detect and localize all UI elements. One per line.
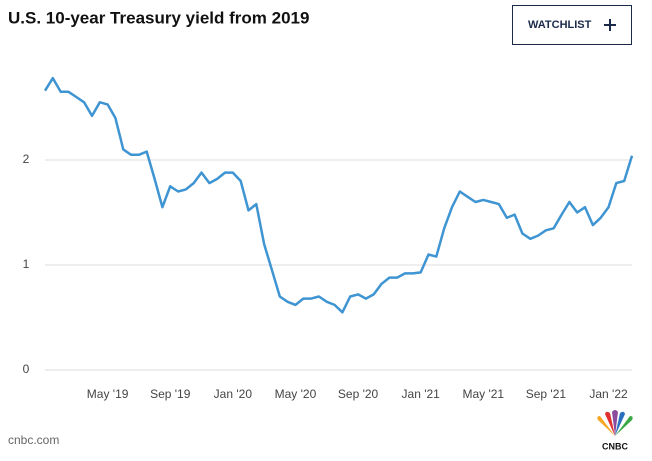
- logo-feather: [615, 411, 625, 436]
- x-tick-label: Sep '19: [150, 387, 191, 401]
- x-tick-label: May '20: [275, 387, 317, 401]
- x-tick-label: May '21: [462, 387, 504, 401]
- button-label[interactable]: WATCHLIST: [528, 19, 592, 31]
- logo-text: CNBC: [602, 441, 628, 451]
- logo-feather: [597, 416, 615, 436]
- source: cnbc.com: [8, 433, 59, 447]
- logo-feather: [615, 416, 633, 436]
- y-tick-label: 1: [23, 257, 30, 271]
- x-tick-label: Jan '22: [589, 387, 628, 401]
- cnbc-logo: CNBC: [597, 410, 633, 451]
- x-tick-label: Jan '20: [214, 387, 253, 401]
- x-tick-label: Sep '20: [338, 387, 379, 401]
- x-tick-label: Sep '21: [526, 387, 567, 401]
- y-tick-label: 2: [23, 152, 30, 166]
- logo-feather: [612, 410, 618, 436]
- x-tick-label: May '19: [87, 387, 129, 401]
- x-tick-label: Jan '21: [402, 387, 441, 401]
- watchlist-button[interactable]: WATCHLIST: [512, 5, 632, 45]
- y-tick-label: 0: [23, 362, 30, 376]
- logo-feather: [605, 411, 615, 436]
- chart-title: U.S. 10-year Treasury yield from 2019: [8, 8, 309, 27]
- line-series: [43, 76, 634, 314]
